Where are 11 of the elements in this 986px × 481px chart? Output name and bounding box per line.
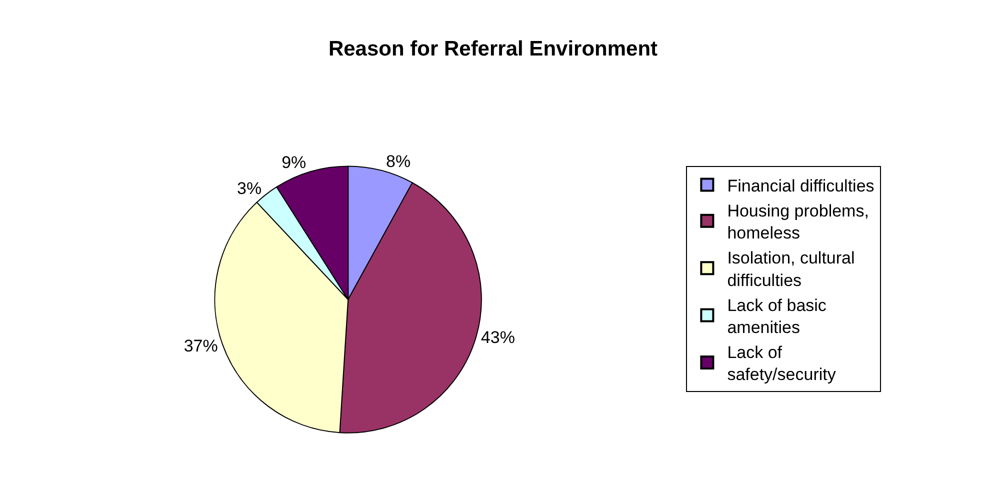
data-label: 9%	[282, 153, 306, 172]
legend-label: Lack of safety/security	[727, 343, 836, 384]
data-label: 8%	[386, 152, 411, 171]
data-label: 37%	[184, 336, 218, 356]
chart-title: Reason for Referral Environment	[328, 37, 658, 60]
legend-label: Financial difficulties	[727, 176, 874, 196]
data-label: 43%	[480, 328, 515, 347]
legend-label: Lack of basic amenities	[727, 296, 827, 337]
legend-label: Isolation, cultural difficulties	[727, 248, 855, 290]
data-label: 3%	[237, 178, 262, 198]
legend-label: Housing problems, homeless	[727, 201, 869, 243]
